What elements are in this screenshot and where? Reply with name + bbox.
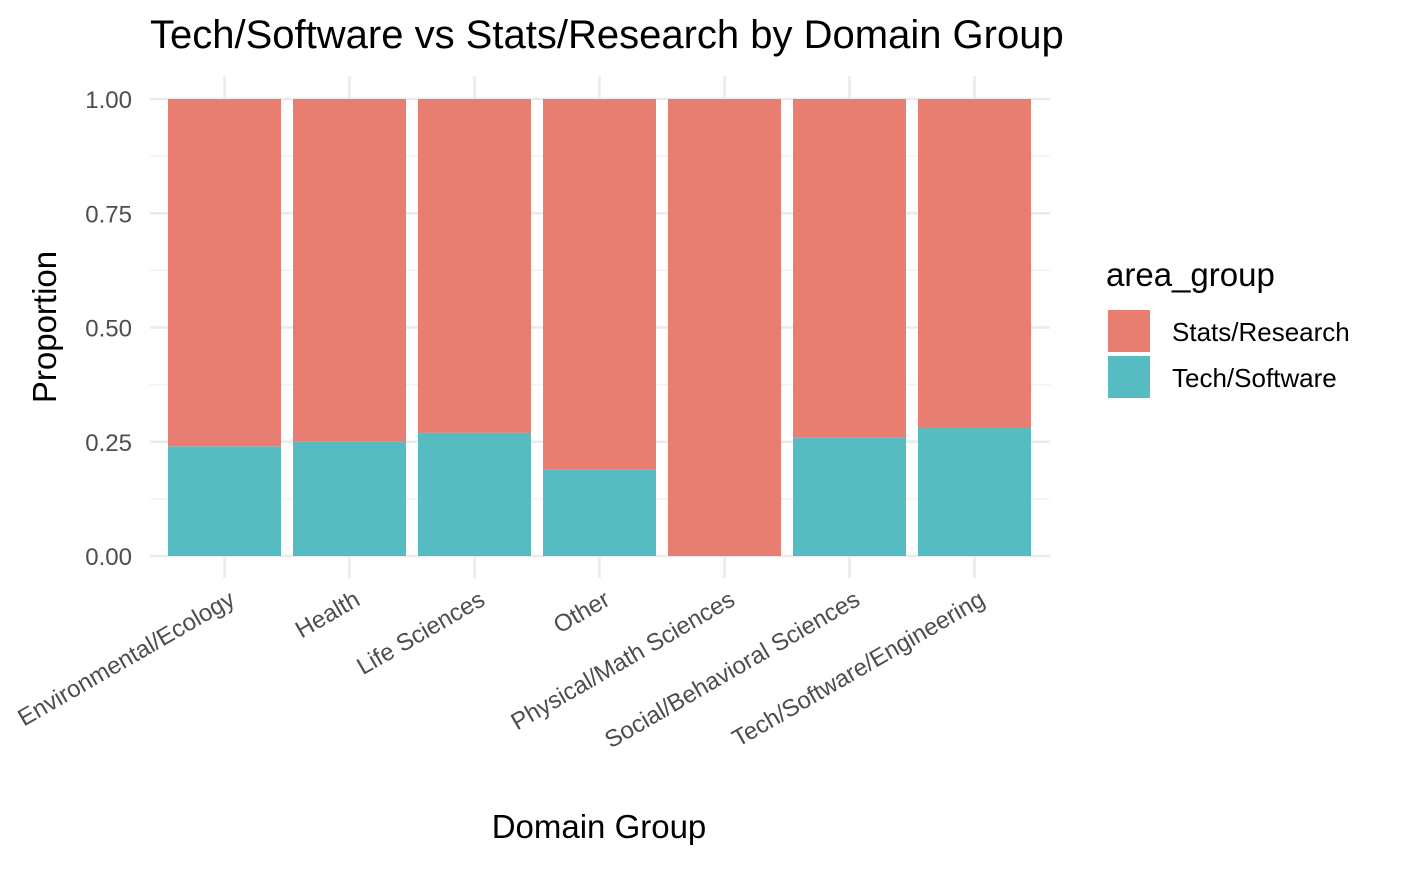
bar-stats-research-social-behavioral-sciences	[793, 99, 906, 438]
x-axis-title: Domain Group	[492, 808, 707, 845]
chart-title: Tech/Software vs Stats/Research by Domai…	[150, 13, 1064, 57]
bar-tech-software-health	[293, 441, 406, 556]
x-tick-label: Environmental/Ecology	[13, 586, 239, 732]
bar-stats-research-physical-math-sciences	[668, 99, 781, 556]
y-tick-label: 1.00	[85, 87, 132, 114]
bar-stats-research-environmental-ecology	[168, 99, 281, 447]
x-tick-label: Life Sciences	[352, 586, 489, 681]
bar-tech-software-other	[543, 469, 656, 556]
bar-stats-research-other	[543, 99, 656, 470]
legend-title: area_group	[1106, 256, 1275, 293]
legend-label-tech-software: Tech/Software	[1172, 363, 1337, 393]
y-tick-labels: 0.00 0.25 0.50 0.75 1.00	[85, 87, 132, 571]
bar-stats-research-tech-software-engineering	[918, 99, 1031, 429]
bar-tech-software-environmental-ecology	[168, 446, 281, 556]
bar-stats-research-life-sciences	[418, 99, 531, 433]
x-tick-label: Other	[549, 586, 614, 639]
x-tick-label: Health	[291, 586, 365, 644]
y-tick-label: 0.50	[85, 316, 132, 343]
bar-tech-software-life-sciences	[418, 432, 531, 556]
legend: area_group Stats/Research Tech/Software	[1106, 256, 1350, 398]
y-tick-label: 0.25	[85, 430, 132, 457]
bar-stats-research-health	[293, 99, 406, 442]
legend-key-tech-software	[1108, 356, 1150, 398]
y-tick-label: 0.00	[85, 544, 132, 571]
y-axis-title: Proportion	[26, 251, 63, 403]
bars-layer	[168, 99, 1031, 556]
legend-label-stats-research: Stats/Research	[1172, 317, 1350, 347]
y-tick-label: 0.75	[85, 201, 132, 228]
legend-key-stats-research	[1108, 310, 1150, 352]
x-tick-label: Physical/Math Sciences	[507, 586, 740, 736]
bar-tech-software-social-behavioral-sciences	[793, 437, 906, 556]
bar-tech-software-tech-software-engineering	[918, 428, 1031, 556]
